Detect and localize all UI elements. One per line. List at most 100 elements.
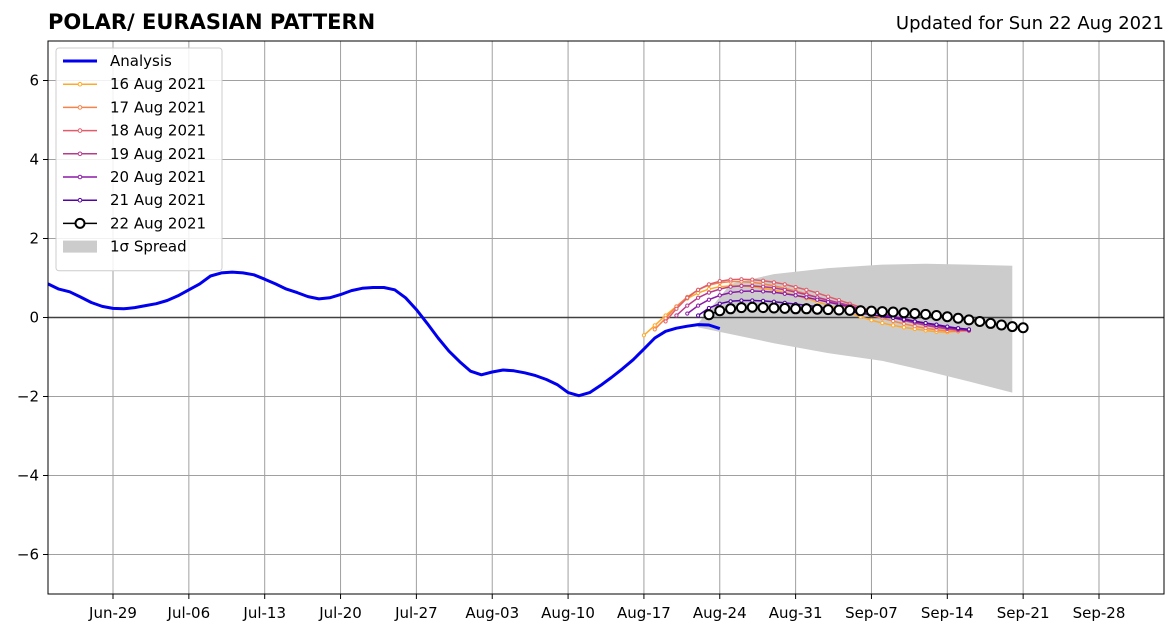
forecast-point (735, 302, 747, 314)
forecast-point (728, 277, 733, 282)
forecast-point (891, 323, 896, 328)
forecast-point (695, 287, 701, 292)
forecast-point (739, 283, 744, 288)
forecast-point (793, 284, 798, 290)
forecast-point (782, 291, 787, 296)
x-tick-label: Sep-21 (997, 604, 1050, 622)
legend-entry: 16 Aug 2021 (63, 75, 206, 93)
forecast-point (963, 314, 975, 326)
forecast-point (909, 308, 921, 320)
forecast-point (750, 277, 755, 282)
forecast-point (826, 294, 831, 299)
forecast-point (725, 303, 737, 315)
x-tick-label: Sep-14 (921, 604, 974, 622)
forecast-point (714, 305, 726, 317)
legend-label: 1σ Spread (110, 238, 187, 256)
forecast-point (901, 325, 907, 330)
forecast-point (790, 303, 802, 315)
x-tick-label: Aug-31 (769, 604, 823, 622)
legend-entry: 21 Aug 2021 (63, 191, 206, 209)
forecast-point (855, 305, 867, 317)
forecast-point (761, 289, 766, 294)
chart-subtitle: Updated for Sun 22 Aug 2021 (896, 13, 1164, 34)
forecast-line (675, 285, 970, 332)
x-axis-ticks: Jun-29 Jul-06 Jul-13 Jul-20 Jul-27 Aug-03 Aug-… (88, 594, 1125, 622)
forecast-point (728, 284, 733, 289)
forecast-point (717, 301, 722, 306)
forecast-point (782, 287, 787, 292)
forecast-point (685, 303, 690, 308)
y-tick-label: 4 (29, 151, 39, 169)
x-tick-label: Jul-13 (242, 604, 286, 622)
forecast-point (706, 286, 712, 292)
x-tick-label: Jun-29 (88, 604, 137, 622)
forecast-point (880, 320, 885, 326)
forecast-point (761, 298, 766, 304)
legend-entry: 18 Aug 2021 (63, 122, 206, 140)
forecast-point (739, 277, 744, 282)
forecast-point (815, 297, 820, 302)
y-tick-label: −4 (17, 467, 39, 485)
forecast-point (887, 306, 899, 318)
x-tick-label: Aug-24 (693, 604, 747, 622)
legend-label: 16 Aug 2021 (110, 75, 206, 93)
forecast-point (930, 310, 942, 322)
forecast-point (920, 308, 932, 320)
legend-marker (77, 105, 83, 110)
legend-label: 20 Aug 2021 (110, 168, 206, 186)
forecast-point (912, 319, 917, 324)
y-tick-label: 0 (29, 309, 39, 327)
forecast-point (974, 315, 986, 327)
series-lines (47, 270, 1029, 398)
chart-title: POLAR/ EURASIAN PATTERN (48, 10, 375, 34)
forecast-point (706, 290, 712, 295)
forecast-point (869, 318, 874, 323)
forecast-point (746, 301, 758, 313)
legend-label: 21 Aug 2021 (110, 191, 206, 209)
forecast-point (1006, 321, 1018, 333)
y-tick-label: −2 (17, 388, 39, 406)
forecast-point (750, 298, 755, 303)
x-tick-label: Jul-06 (167, 604, 211, 622)
forecast-point (717, 279, 722, 284)
forecast-point (761, 278, 766, 283)
legend-marker (77, 151, 83, 157)
forecast-point (728, 299, 733, 304)
legend-entry: 19 Aug 2021 (63, 145, 206, 163)
forecast-point (782, 282, 787, 287)
x-tick-label: Sep-28 (1073, 604, 1126, 622)
forecast-point (750, 283, 755, 288)
forecast-point (739, 298, 744, 303)
legend-entry: Analysis (63, 52, 172, 70)
forecast-point (757, 302, 769, 314)
forecast-point (804, 295, 809, 300)
x-tick-label: Aug-03 (465, 604, 519, 622)
legend-label: 22 Aug 2021 (110, 214, 206, 232)
forecast-point (674, 306, 679, 311)
forecast-point (945, 324, 950, 329)
forecast-point (800, 303, 812, 315)
legend-marker (77, 81, 83, 87)
x-tick-label: Aug-10 (541, 604, 595, 622)
spread-band (698, 263, 1013, 393)
forecast-point (652, 327, 657, 332)
forecast-point (663, 319, 668, 324)
y-tick-label: 6 (29, 72, 39, 90)
forecast-point (768, 302, 780, 314)
forecast-point (844, 304, 856, 316)
forecast-point (739, 289, 744, 294)
forecast-point (898, 307, 910, 319)
forecast-point (652, 323, 657, 328)
x-tick-label: Aug-17 (617, 604, 671, 622)
x-tick-label: Jul-27 (394, 604, 438, 622)
legend-marker (77, 174, 83, 180)
forecast-point (1017, 322, 1029, 334)
forecast-point (706, 305, 712, 311)
forecast-point (779, 302, 791, 314)
series-7 (703, 301, 1029, 334)
forecast-point (750, 288, 755, 294)
forecast-point (793, 293, 798, 298)
forecast-point (923, 320, 928, 326)
forecast-point (822, 304, 834, 316)
